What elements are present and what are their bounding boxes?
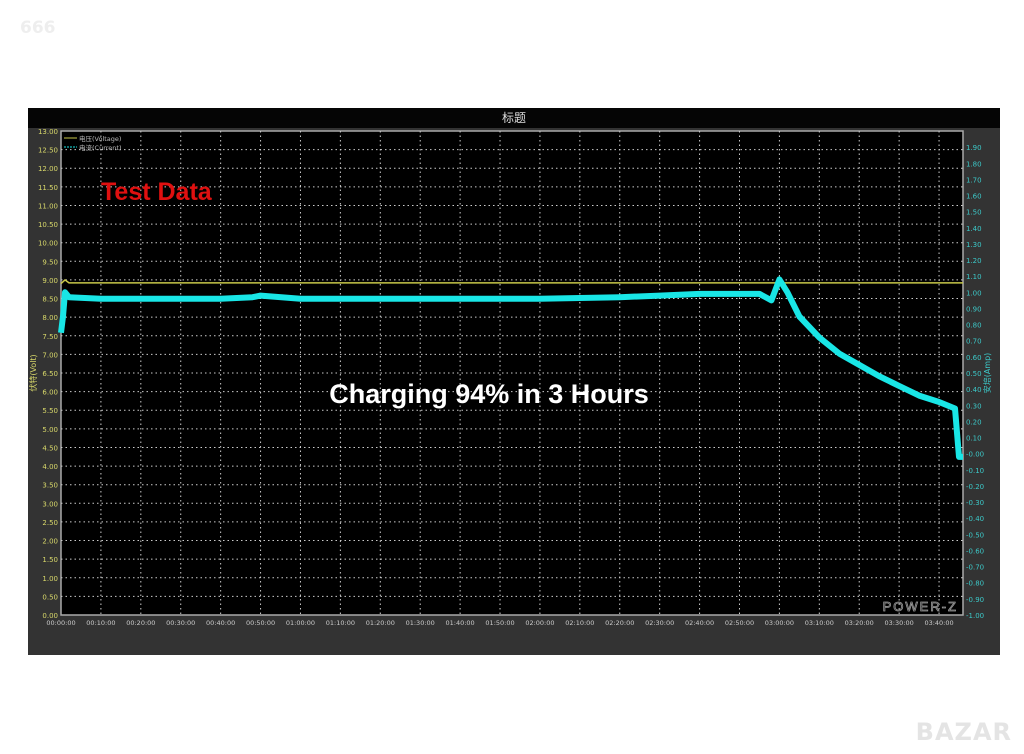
y-tick-label: 12.50 (38, 147, 58, 155)
x-tick-label: 02:20:00 (605, 619, 634, 627)
y2-tick-label: 1.30 (966, 241, 982, 249)
chart-title: 标题 (28, 108, 1000, 128)
x-tick-label: 03:00:00 (765, 619, 794, 627)
y2-tick-label: 0.70 (966, 338, 982, 346)
x-tick-label: 03:20:00 (845, 619, 874, 627)
y2-tick-label: 1.60 (966, 193, 982, 201)
x-tick-label: 01:10:00 (326, 619, 355, 627)
y2-tick-label: 1.00 (966, 289, 982, 297)
y-tick-label: 11.00 (38, 202, 58, 210)
y-tick-label: 11.50 (38, 184, 58, 192)
y-tick-label: 13.00 (38, 128, 58, 136)
y2-axis-label: 安培(Amp) (982, 353, 992, 394)
x-tick-label: 03:40:00 (924, 619, 953, 627)
legend-entry: 电压(Voltage) (79, 134, 121, 143)
test-data-label: Test Data (101, 178, 213, 206)
y2-tick-label: 0.90 (966, 305, 982, 313)
y2-tick-label: 1.90 (966, 144, 982, 152)
y2-tick-label: 0.10 (966, 435, 982, 443)
y-tick-label: 10.50 (38, 221, 58, 229)
x-tick-label: 02:00:00 (525, 619, 554, 627)
y-tick-label: 9.00 (42, 277, 58, 285)
chart-panel: 标题 0.00 0.50 1.00 1.50 2.00 2.50 3.00 3.50 4.00 4… (28, 108, 1000, 655)
y2-tick-label: 0.30 (966, 402, 982, 410)
y2-tick-label: 0.60 (966, 354, 982, 362)
headline-label: Charging 94% in 3 Hours (329, 379, 649, 409)
power-z-logo: POWER-Z (883, 599, 958, 614)
y2-tick-label: 1.40 (966, 225, 982, 233)
x-tick-label: 02:40:00 (685, 619, 714, 627)
y-tick-label: 2.00 (42, 538, 58, 546)
x-tick-label: 01:30:00 (406, 619, 435, 627)
x-tick-label: 00:40:00 (206, 619, 235, 627)
x-tick-label: 01:50:00 (485, 619, 514, 627)
y2-tick-label: 0.40 (966, 386, 982, 394)
y-tick-label: 4.50 (42, 444, 58, 452)
y2-tick-label: -0.00 (966, 451, 984, 459)
y2-tick-label: 0.20 (966, 418, 982, 426)
y2-tick-label: -0.10 (966, 467, 984, 475)
y2-tick-label: -0.90 (966, 596, 984, 604)
y-tick-label: 10.00 (38, 240, 58, 248)
y-tick-label: 5.00 (42, 426, 58, 434)
watermark-666: 666 (20, 18, 56, 38)
x-tick-label: 00:50:00 (246, 619, 275, 627)
y-tick-label: 5.50 (42, 407, 58, 415)
y-tick-label: 7.00 (42, 351, 58, 359)
y-tick-label: 1.00 (42, 575, 58, 583)
y2-tick-label: 1.20 (966, 257, 982, 265)
x-tick-label: 03:10:00 (805, 619, 834, 627)
y-tick-label: 3.50 (42, 482, 58, 490)
y2-tick-label: 0.50 (966, 370, 982, 378)
y2-tick-label: -0.60 (966, 547, 984, 555)
y2-tick-label: 1.70 (966, 176, 982, 184)
chart-svg: 0.00 0.50 1.00 1.50 2.00 2.50 3.00 3.50 4.00 4.50… (28, 128, 992, 627)
y-tick-label: 1.50 (42, 556, 58, 564)
y-tick-label: 6.00 (42, 389, 58, 397)
y-tick-label: 12.00 (38, 165, 58, 173)
y-tick-label: 3.00 (42, 500, 58, 508)
x-tick-label: 01:20:00 (366, 619, 395, 627)
x-tick-label: 00:10:00 (86, 619, 115, 627)
watermark-bazar: BAZAR (915, 718, 1012, 746)
x-tick-label: 02:50:00 (725, 619, 754, 627)
x-tick-label: 01:00:00 (286, 619, 315, 627)
y2-tick-label: -0.30 (966, 499, 984, 507)
y-tick-label: 4.00 (42, 463, 58, 471)
x-tick-label: 02:30:00 (645, 619, 674, 627)
y-tick-label: 0.00 (42, 612, 58, 620)
y2-tick-label: 1.50 (966, 209, 982, 217)
y-tick-label: 8.00 (42, 314, 58, 322)
x-tick-label: 02:10:00 (565, 619, 594, 627)
y-tick-label: 8.50 (42, 296, 58, 304)
x-tick-label: 01:40:00 (446, 619, 475, 627)
x-tick-label: 00:00:00 (46, 619, 75, 627)
x-tick-label: 03:30:00 (885, 619, 914, 627)
x-tick-label: 00:30:00 (166, 619, 195, 627)
y-axis-label: 伏特(Volt) (28, 354, 38, 391)
x-tick-label: 00:20:00 (126, 619, 155, 627)
y2-tick-label: 1.80 (966, 160, 982, 168)
y2-tick-label: -0.80 (966, 580, 984, 588)
y2-tick-label: -1.00 (966, 612, 984, 620)
y-tick-label: 7.50 (42, 333, 58, 341)
y-tick-label: 0.50 (42, 593, 58, 601)
legend-entry: 电流(Current) (79, 143, 122, 152)
y2-tick-label: 1.10 (966, 273, 982, 281)
y-tick-label: 9.50 (42, 258, 58, 266)
y2-tick-label: -0.50 (966, 531, 984, 539)
y2-tick-label: -0.20 (966, 483, 984, 491)
y2-tick-label: -0.40 (966, 515, 984, 523)
y2-tick-label: 0.80 (966, 322, 982, 330)
y-tick-label: 6.50 (42, 370, 58, 378)
y-tick-label: 2.50 (42, 519, 58, 527)
y2-tick-label: -0.70 (966, 564, 984, 572)
